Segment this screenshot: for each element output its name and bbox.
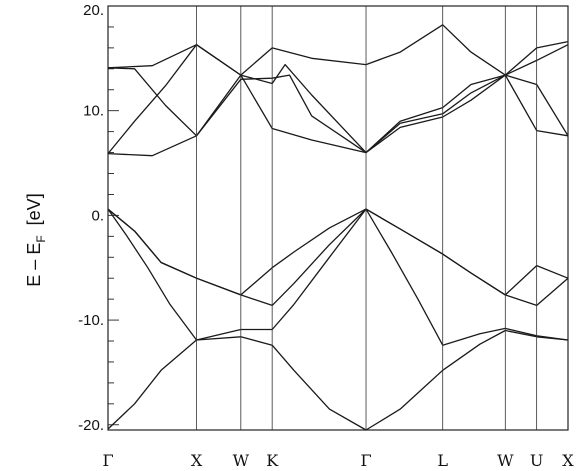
y-tick-label: -20. xyxy=(78,417,104,434)
band-4 xyxy=(107,329,569,431)
y-axis-label-main: E – E xyxy=(24,243,44,287)
y-tick-label: 20. xyxy=(83,2,104,19)
kpoint-label-1: X xyxy=(191,451,203,470)
plot-frame xyxy=(107,5,569,431)
kpoint-label-2: W xyxy=(233,451,250,470)
kpoint-label-4: Γ xyxy=(360,451,371,470)
band-3 xyxy=(107,208,569,346)
svg-text:E – EF[eV]: E – EF [eV] xyxy=(24,193,48,286)
kpoint-label-5: L xyxy=(437,451,448,470)
band-5 xyxy=(107,74,569,157)
kpoint-label-6: W xyxy=(497,451,514,470)
band-1 xyxy=(107,208,569,296)
y-tick-label: 0. xyxy=(91,207,104,224)
y-axis-label: E – EF [eV] xyxy=(24,193,48,286)
y-axis-label-unit: [eV] xyxy=(24,193,44,225)
y-ticks-group: 20. 10. 0. -10. -20. xyxy=(78,2,119,434)
band-6 xyxy=(107,44,569,155)
kpoint-label-3: K xyxy=(266,451,279,470)
kpoint-label-8: X xyxy=(562,451,574,470)
kpoint-lines-group xyxy=(196,6,538,430)
bands-group xyxy=(107,24,569,431)
kpoint-label-7: U xyxy=(530,451,543,470)
kpoint-label-0: Γ xyxy=(102,451,113,470)
y-axis-label-sub: F xyxy=(34,235,48,242)
band-8 xyxy=(107,24,569,76)
band-2 xyxy=(107,208,569,307)
y-tick-label: 10. xyxy=(83,103,104,120)
band-7 xyxy=(107,44,569,154)
y-tick-label: -10. xyxy=(78,312,104,329)
